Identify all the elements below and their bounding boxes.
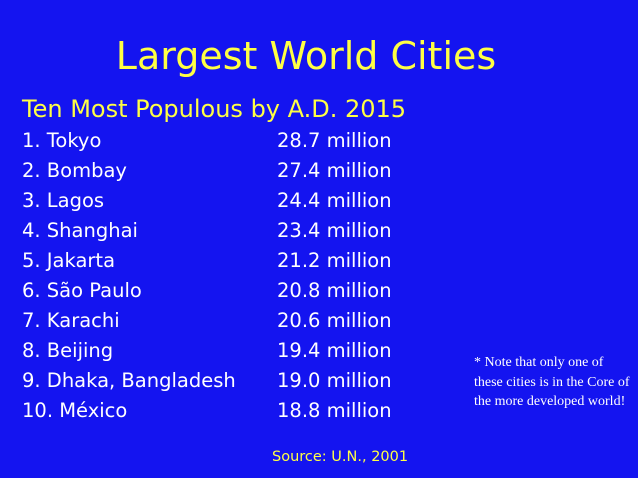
city-population: 20.8 million [277,279,392,302]
city-name: 2. Bombay [22,159,127,182]
list-item: 6. São Paulo 20.8 million [22,276,402,306]
city-population: 19.0 million [277,369,392,392]
list-item: 5. Jakarta 21.2 million [22,246,402,276]
city-name: 9. Dhaka, Bangladesh [22,369,236,392]
slide-title: Largest World Cities [115,34,497,78]
list-item: 10. México 18.8 million [22,396,402,426]
city-population: 19.4 million [277,339,392,362]
city-population: 24.4 million [277,189,392,212]
list-item: 3. Lagos 24.4 million [22,186,402,216]
list-item: 4. Shanghai 23.4 million [22,216,402,246]
city-name: 4. Shanghai [22,219,138,242]
city-name: 7. Karachi [22,309,120,332]
city-name: 3. Lagos [22,189,105,212]
city-population: 27.4 million [277,159,392,182]
city-population: 20.6 million [277,309,392,332]
city-name: 6. São Paulo [22,279,142,302]
city-population: 21.2 million [277,249,392,272]
slide-subtitle: Ten Most Populous by A.D. 2015 [22,95,407,123]
city-name: 5. Jakarta [22,249,116,272]
city-population: 18.8 million [277,399,392,422]
city-name: 8. Beijing [22,339,114,362]
footnote: * Note that only one of these cities is … [474,355,630,409]
city-population: 28.7 million [277,129,392,152]
city-population: 23.4 million [277,219,392,242]
source-citation: Source: U.N., 2001 [272,449,409,465]
city-name: 10. México [22,399,128,422]
city-list: 1. Tokyo 28.7 million 2. Bombay 27.4 mil… [22,126,402,426]
list-item: 7. Karachi 20.6 million [22,306,402,336]
list-item: 9. Dhaka, Bangladesh 19.0 million [22,366,402,396]
list-item: 2. Bombay 27.4 million [22,156,402,186]
list-item: 8. Beijing 19.4 million [22,336,402,366]
list-item: 1. Tokyo 28.7 million [22,126,402,156]
city-name: 1. Tokyo [22,129,102,152]
